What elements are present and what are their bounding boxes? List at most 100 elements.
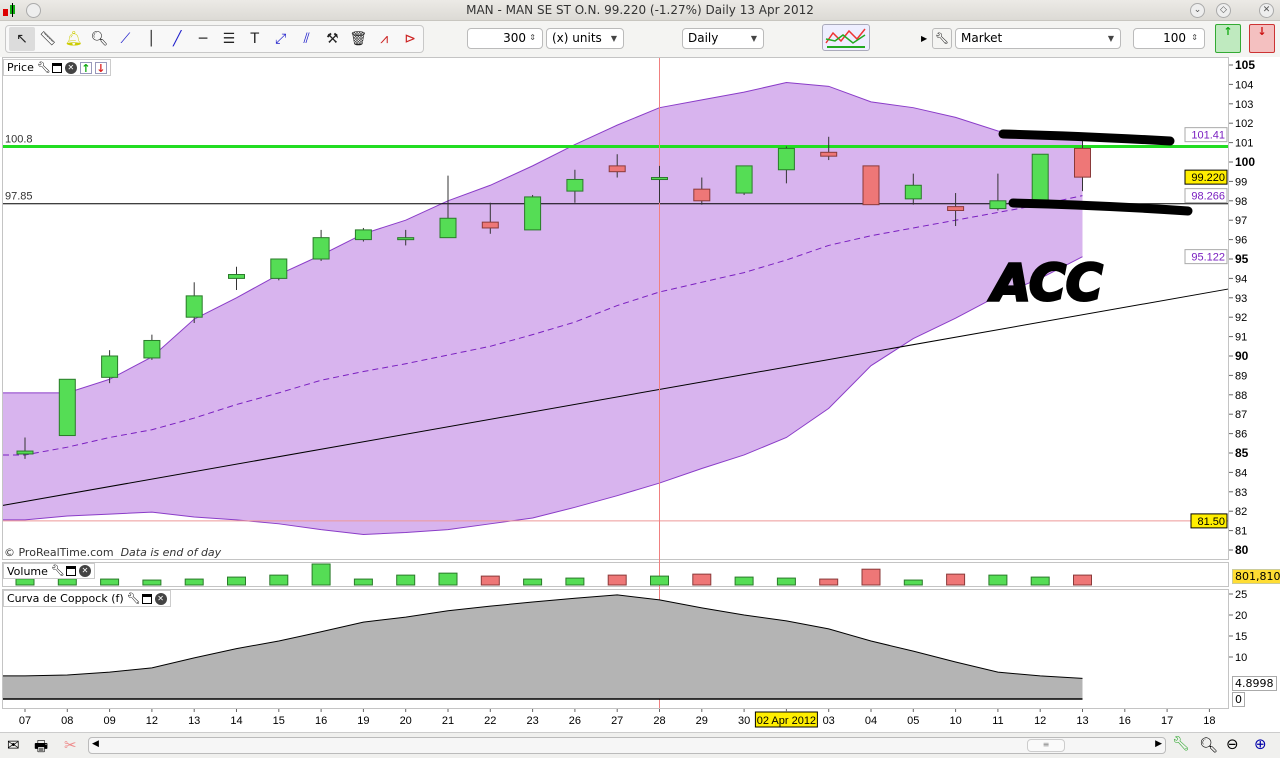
date-tick-label: 10 xyxy=(949,715,961,727)
arrow-tool-button[interactable]: ⤢ xyxy=(268,27,294,51)
close-button[interactable]: ✕ xyxy=(1259,3,1274,18)
window-icon[interactable] xyxy=(51,62,62,73)
chart-canvas[interactable]: 100.8 97.85 10 15 20 25 80 81 82 83 84 85 86 87 88 89 90… xyxy=(0,0,1280,732)
volume-bar xyxy=(650,575,669,586)
price-tick-label: 94 xyxy=(1235,273,1247,285)
price-tag: 101.41 xyxy=(1184,127,1228,143)
coppock-last-tag: 4.8998 xyxy=(1232,676,1277,691)
horizontal-scrollbar[interactable]: ◀ ≡ ▶ xyxy=(88,737,1166,754)
date-tick-label: 16 xyxy=(1119,715,1131,727)
volume-bar xyxy=(734,576,754,586)
chart-settings-icon[interactable]: 🔧︎ xyxy=(1172,736,1190,752)
trendline-tool-button[interactable]: ⟋ xyxy=(113,27,139,51)
candle-body xyxy=(608,165,626,173)
scroll-right-icon[interactable]: ▶ xyxy=(1155,739,1162,749)
wrench-icon[interactable]: 🔧︎ xyxy=(36,60,51,74)
title-bar: MAN - MAN SE ST O.N. 99.220 (-1.27%) Dai… xyxy=(0,0,1280,21)
candle xyxy=(1074,134,1091,192)
price-tag-box xyxy=(1184,188,1228,204)
chart-layer: 100.8 97.85 10 15 20 25 80 81 82 83 84 85 86 87 88 89 90… xyxy=(2,58,1255,728)
close-circle-icon[interactable]: ✕ xyxy=(78,565,91,577)
window-icon[interactable] xyxy=(65,566,76,576)
sell-button[interactable]: ↓ xyxy=(1249,24,1275,53)
date-tick-label: 09 xyxy=(103,715,115,727)
zoom-tool-button[interactable]: 🔍︎ xyxy=(87,27,113,51)
volume-bar xyxy=(946,573,966,586)
toolbar: ↖ 📏︎ 🔔︎ 🔍︎ ⟋ │ ╱ ─ ☰ T ⤢ ⫽ ⚒ 🗑︎ ⩘ ⊳ 300 ⇕ (x) units ▼ Dai… xyxy=(0,21,1280,57)
quantity-input[interactable]: 100 ⇕ xyxy=(1133,28,1205,49)
date-tick-label: 05 xyxy=(907,715,919,727)
coppock-panel xyxy=(2,589,1229,709)
move-down-icon[interactable]: ↓ xyxy=(94,61,107,75)
buy-button[interactable]: ↑ xyxy=(1215,24,1241,53)
data-note: Data is end of day xyxy=(120,546,222,559)
candle-body xyxy=(312,237,330,260)
volume-bar xyxy=(1030,576,1050,586)
volume-bar xyxy=(692,573,712,586)
wrench-icon[interactable]: 🔧︎ xyxy=(126,591,141,605)
period-select[interactable]: Daily ▼ xyxy=(682,28,764,49)
parallel-channel-icon: ⫽ xyxy=(303,31,310,47)
expand-arrow-icon[interactable]: ▶ xyxy=(921,34,928,43)
candle xyxy=(989,173,1007,211)
print-icon[interactable]: 🖶︎ xyxy=(34,737,49,755)
minimize-button[interactable]: ⌄ xyxy=(1190,3,1205,18)
mail-icon[interactable]: ✉ xyxy=(7,736,20,754)
support-resistance-tool-button[interactable]: ⩘ xyxy=(371,27,397,51)
drawing-tools: ↖ 📏︎ 🔔︎ 🔍︎ ⟋ │ ╱ ─ ☰ T ⤢ ⫽ ⚒ 🗑︎ ⩘ ⊳ xyxy=(5,25,424,53)
price-tick-label: 90 xyxy=(1235,349,1249,363)
scroll-left-icon[interactable]: ◀ xyxy=(92,739,99,749)
date-tick-label: 03 xyxy=(823,715,835,727)
alarm-bell-tool-button[interactable]: 🔔︎ xyxy=(61,27,87,51)
ruler-tool-button[interactable]: 📏︎ xyxy=(35,27,61,51)
units-select[interactable]: (x) units ▼ xyxy=(546,28,624,49)
price-tick-label: 96 xyxy=(1235,235,1247,247)
tools-tool-button[interactable]: ⚒ xyxy=(320,27,346,51)
triangle-pattern-tool-button[interactable]: ⊳ xyxy=(397,27,423,51)
date-tick-label: 16 xyxy=(315,715,327,727)
candle xyxy=(185,282,203,324)
price-tick-label: 93 xyxy=(1235,293,1247,305)
price-label: Price xyxy=(7,61,34,74)
maximize-button[interactable]: ◇ xyxy=(1216,3,1231,18)
zoom-in-icon[interactable]: ⊕ xyxy=(1254,735,1267,753)
horizontal-line-tool-button[interactable]: ─ xyxy=(190,27,216,51)
units-input[interactable]: 300 ⇕ xyxy=(467,28,543,49)
candle-body xyxy=(143,339,161,359)
candle-body xyxy=(820,151,838,157)
vertical-line-tool-button[interactable]: │ xyxy=(138,27,164,51)
date-tick-label: 30 xyxy=(738,715,750,727)
candle-body xyxy=(185,295,203,318)
fibonacci-tool-button[interactable]: ☰ xyxy=(216,27,242,51)
volume-bar xyxy=(480,575,500,586)
candle xyxy=(820,136,838,161)
candle xyxy=(143,334,161,360)
auto-zoom-icon[interactable]: 🔍︎ xyxy=(1199,736,1219,754)
disconnect-icon[interactable]: ✂ xyxy=(64,736,77,754)
move-up-icon[interactable]: ↑ xyxy=(79,61,92,75)
volume-label: Volume xyxy=(7,564,48,578)
window-icon[interactable] xyxy=(141,593,152,604)
price-tick-label: 86 xyxy=(1235,429,1247,441)
date-tick-label: 07 xyxy=(19,715,31,727)
order-settings-button[interactable]: 🔧︎ xyxy=(932,28,952,49)
segment-tool-button[interactable]: ╱ xyxy=(164,27,190,51)
order-type-select[interactable]: Market ▼ xyxy=(955,28,1121,49)
text-tool-button[interactable]: T xyxy=(242,27,268,51)
zoom-icon: 🔍︎ xyxy=(90,31,109,47)
trash-tool-button[interactable]: 🗑︎ xyxy=(345,27,371,51)
window-menu-button[interactable] xyxy=(26,3,41,18)
parallel-channel-tool-button[interactable]: ⫽ xyxy=(294,27,320,51)
candle xyxy=(354,227,372,242)
price-tick-label: 89 xyxy=(1235,370,1247,382)
zoom-out-icon[interactable]: ⊖ xyxy=(1226,735,1239,753)
indicators-button[interactable] xyxy=(822,24,870,51)
scroll-thumb[interactable]: ≡ xyxy=(1027,739,1065,752)
volume-bar xyxy=(523,578,543,586)
pointer-tool-button[interactable]: ↖ xyxy=(9,27,35,51)
close-circle-icon[interactable]: ✕ xyxy=(64,61,77,74)
coppock-zero-tag: 0 xyxy=(1232,692,1245,707)
wrench-icon[interactable]: 🔧︎ xyxy=(50,564,65,577)
date-tick-label: 18 xyxy=(1203,715,1215,727)
close-circle-icon[interactable]: ✕ xyxy=(154,592,167,605)
